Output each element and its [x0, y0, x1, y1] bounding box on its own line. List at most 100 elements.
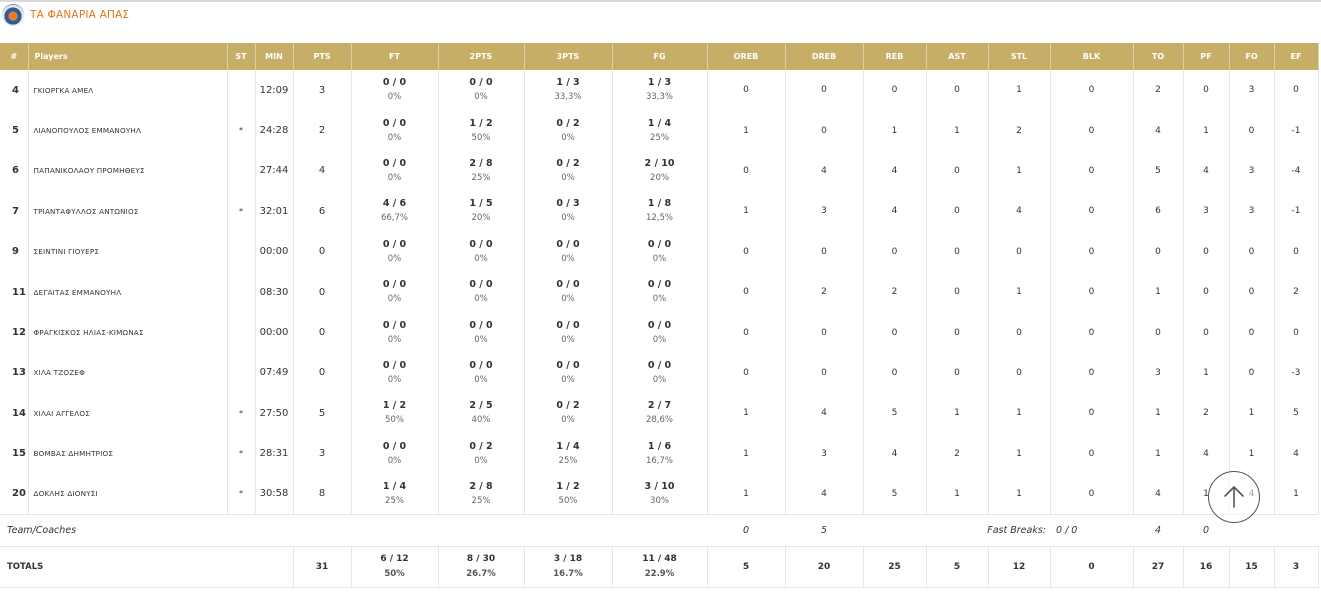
reb-value: 4: [863, 150, 927, 192]
ft-made-attempted: 0 / 0: [382, 279, 407, 291]
3pts-cell: 0 / 0 0%: [524, 231, 613, 272]
totals-2pts-pct: 26.7%: [466, 568, 496, 579]
col-header-to: TO: [1133, 43, 1184, 70]
player-name[interactable]: ΤΡΙΑΝΤΑΦΥΛΛΟΣ ΑΝΤΩΝΙΟΣ: [28, 191, 228, 232]
stl-value: 0: [988, 352, 1051, 394]
totals-fg-pct: 22.9%: [644, 568, 675, 579]
blk-value: 0: [1050, 70, 1134, 111]
col-header-ft: FT: [351, 43, 439, 70]
dreb-value: 0: [785, 352, 864, 394]
totals-oreb: 5: [707, 545, 786, 588]
fast-breaks-value: 0 / 0: [1050, 513, 1133, 547]
player-name[interactable]: ΣΕΙΝΤΙΝΙ ΓΙΟΥΕΡΣ: [28, 231, 228, 272]
player-name[interactable]: ΔΕΓΑΙΤΑΣ ΕΜΜΑΝΟΥΗΛ: [28, 271, 228, 313]
3pts-percentage: 33,3%: [554, 92, 582, 103]
points: 2: [293, 110, 352, 151]
ft-percentage: 0%: [387, 455, 402, 466]
blk-value: 0: [1050, 473, 1134, 515]
minutes: 12:09: [255, 70, 294, 111]
col-header-oreb: OREB: [707, 43, 786, 70]
col-header-stl: STL: [988, 43, 1051, 70]
ft-made-attempted: 0 / 0: [382, 117, 407, 129]
totals-fg: 11 / 48 22.9%: [612, 545, 708, 588]
top-border: [0, 0, 1321, 2]
blk-value: 0: [1050, 393, 1134, 434]
dreb-value: 4: [785, 473, 864, 515]
oreb-value: 1: [707, 110, 786, 151]
reb-value: 4: [863, 433, 927, 474]
team-name[interactable]: ΤΑ ΦΑΝΑΡΙΑ ΑΠΑΣ: [30, 9, 130, 21]
oreb-value: 0: [707, 312, 786, 353]
table-row: 9 ΣΕΙΝΤΙΝΙ ΓΙΟΥΕΡΣ 00:00 0 0 / 0 0% 0 / 0 0% 0 /…: [0, 231, 1319, 272]
ft-made-attempted: 0 / 0: [382, 157, 407, 169]
2pts-made-attempted: 2 / 8: [469, 480, 493, 492]
reb-value: 5: [863, 473, 927, 515]
2pts-percentage: 20%: [471, 213, 491, 224]
ft-made-attempted: 4 / 6: [382, 198, 407, 210]
col-header-pf: PF: [1183, 43, 1230, 70]
ef-value: -1: [1274, 191, 1319, 232]
minutes: 28:31: [255, 433, 294, 474]
player-name[interactable]: ΧΙΛΑΙ ΑΓΓΕΛΟΣ: [28, 393, 228, 434]
pf-value: 0: [1183, 231, 1230, 272]
3pts-cell: 0 / 3 0%: [524, 191, 613, 232]
box-score-table: # Players ST MIN PTS FT 2PTS 3PTS FG ORE…: [0, 43, 1319, 588]
points: 0: [293, 231, 352, 272]
ef-value: -1: [1274, 110, 1319, 151]
totals-3pts-made: 3 / 18: [553, 553, 583, 564]
player-name[interactable]: ΒΟΜΒΑΣ ΔΗΜΗΤΡΙΟΣ: [28, 433, 228, 474]
reb-value: 4: [863, 191, 927, 232]
player-name[interactable]: ΠΑΠΑΝΙΚΟΛΑΟΥ ΠΡΟΜΗΘΕΥΣ: [28, 150, 228, 192]
starter-mark: [227, 70, 256, 111]
ft-made-attempted: 1 / 4: [382, 480, 407, 492]
ft-cell: 0 / 0 0%: [351, 231, 439, 272]
3pts-made-attempted: 0 / 0: [556, 359, 580, 371]
2pts-made-attempted: 0 / 0: [469, 319, 493, 331]
fg-percentage: 20%: [650, 172, 669, 183]
reb-value: 2: [863, 271, 927, 313]
2pts-cell: 0 / 0 0%: [438, 70, 525, 111]
minutes: 24:28: [255, 110, 294, 151]
pf-value: 2: [1183, 393, 1230, 434]
player-name[interactable]: ΛΙΑΝΟΠΟΥΛΟΣ ΕΜΜΑΝΟΥΗΛ: [28, 110, 228, 151]
ef-value: 0: [1274, 231, 1319, 272]
player-name[interactable]: ΔΟΚΛΗΣ ΔΙΟΝΥΣΙ: [28, 473, 228, 515]
table-row: 5 ΛΙΑΝΟΠΟΥΛΟΣ ΕΜΜΑΝΟΥΗΛ * 24:28 2 0 / 0 0% 1 / …: [0, 110, 1319, 151]
totals-ft: 6 / 12 50%: [351, 545, 439, 588]
ast-value: 0: [926, 191, 989, 232]
2pts-percentage: 0%: [474, 253, 488, 264]
to-value: 1: [1133, 271, 1184, 313]
ft-cell: 1 / 4 25%: [351, 473, 439, 515]
3pts-percentage: 0%: [561, 213, 575, 224]
player-name[interactable]: ΓΚΙΟΡΓΚΑ ΑΜΕΛ: [28, 70, 228, 111]
ft-percentage: 0%: [387, 374, 402, 385]
oreb-value: 0: [707, 70, 786, 111]
pf-value: 4: [1183, 433, 1230, 474]
points: 3: [293, 70, 352, 111]
totals-reb: 25: [863, 545, 927, 588]
stl-value: 1: [988, 433, 1051, 474]
2pts-made-attempted: 0 / 0: [469, 279, 493, 291]
fg-cell: 1 / 6 16,7%: [612, 433, 708, 474]
ft-percentage: 0%: [387, 92, 402, 103]
points: 0: [293, 312, 352, 353]
ef-value: 4: [1274, 433, 1319, 474]
scroll-to-top-button[interactable]: [1208, 471, 1260, 523]
team-coaches-to: 4: [1133, 513, 1183, 547]
3pts-cell: 0 / 2 0%: [524, 150, 613, 192]
reb-value: 0: [863, 312, 927, 353]
reb-value: 5: [863, 393, 927, 434]
table-row: 14 ΧΙΛΑΙ ΑΓΓΕΛΟΣ * 27:50 5 1 / 2 50% 2 / 5 40% 0 …: [0, 393, 1319, 434]
points: 0: [293, 352, 352, 394]
stl-value: 4: [988, 191, 1051, 232]
fg-percentage: 33,3%: [645, 92, 673, 103]
to-value: 1: [1133, 433, 1184, 474]
player-name[interactable]: ΦΡΑΓΚΙΣΚΟΣ ΗΛΙΑΣ-ΚΙΜΩΝΑΣ: [28, 312, 228, 353]
3pts-cell: 0 / 0 0%: [524, 352, 613, 394]
team-coaches-row: Team/Coaches 0 5 Fast Breaks: 0 / 0 4 0: [0, 513, 1318, 547]
player-name[interactable]: ΧΙΛΑ ΤΖΟΖΕΦ: [28, 352, 228, 394]
stl-value: 0: [988, 231, 1051, 272]
fg-cell: 2 / 10 20%: [612, 150, 708, 192]
reb-value: 0: [863, 352, 927, 394]
